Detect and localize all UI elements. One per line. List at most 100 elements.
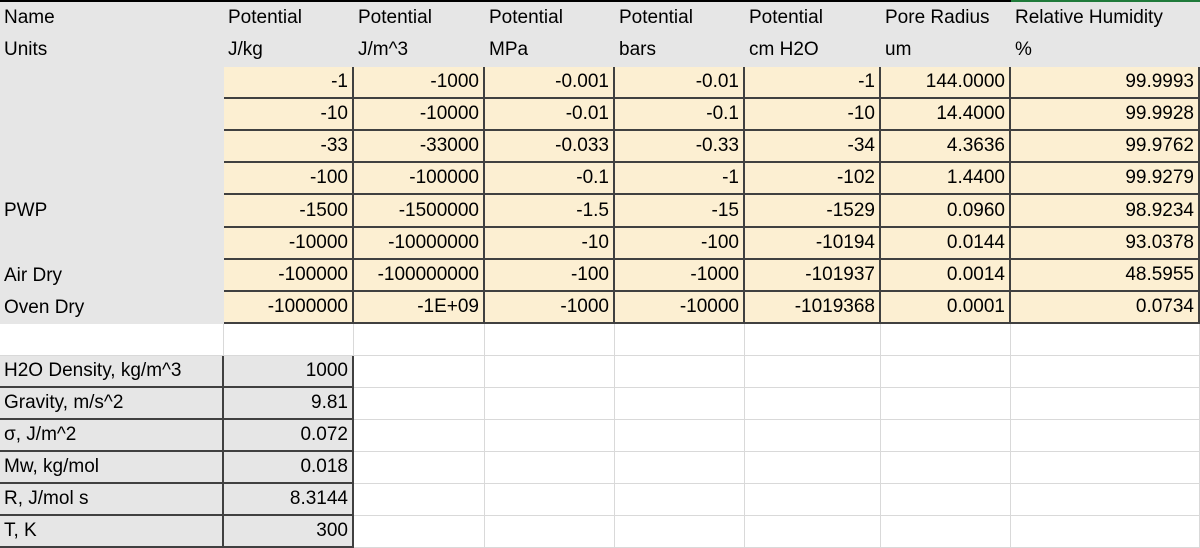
header-cell[interactable]: Name [0, 2, 224, 34]
units-cell[interactable]: J/m^3 [354, 34, 485, 67]
value-cell[interactable]: -33000 [354, 131, 485, 163]
row-label[interactable] [0, 99, 224, 131]
value-cell[interactable]: -34 [745, 131, 881, 163]
value-cell[interactable]: -100000 [354, 163, 485, 195]
empty-cell[interactable] [615, 516, 745, 548]
param-label[interactable]: Mw, kg/mol [0, 452, 224, 484]
value-cell[interactable]: -0.01 [615, 67, 745, 99]
empty-cell[interactable] [615, 484, 745, 516]
units-cell[interactable]: MPa [485, 34, 615, 67]
empty-cell[interactable] [485, 452, 615, 484]
value-cell[interactable]: -1E+09 [354, 292, 485, 324]
header-cell[interactable]: Potential [224, 2, 354, 34]
empty-cell[interactable] [224, 324, 354, 356]
empty-cell[interactable] [745, 388, 881, 420]
value-cell[interactable]: 14.4000 [881, 99, 1011, 131]
value-cell[interactable]: -10000 [615, 292, 745, 324]
value-cell[interactable]: 144.0000 [881, 67, 1011, 99]
empty-cell[interactable] [1011, 388, 1200, 420]
empty-cell[interactable] [354, 388, 485, 420]
value-cell[interactable]: -0.1 [615, 99, 745, 131]
value-cell[interactable]: 99.9928 [1011, 99, 1200, 131]
value-cell[interactable]: -0.1 [485, 163, 615, 195]
empty-cell[interactable] [615, 452, 745, 484]
value-cell[interactable]: 48.5955 [1011, 260, 1200, 292]
value-cell[interactable]: -0.01 [485, 99, 615, 131]
value-cell[interactable]: -1500 [224, 195, 354, 228]
empty-cell[interactable] [485, 516, 615, 548]
value-cell[interactable]: -10000 [354, 99, 485, 131]
empty-cell[interactable] [1011, 356, 1200, 388]
units-cell[interactable]: Units [0, 34, 224, 67]
value-cell[interactable]: -10 [485, 228, 615, 260]
header-cell[interactable]: Potential [615, 2, 745, 34]
empty-cell[interactable] [881, 356, 1011, 388]
empty-cell[interactable] [485, 420, 615, 452]
value-cell[interactable]: -1019368 [745, 292, 881, 324]
value-cell[interactable]: 1.4400 [881, 163, 1011, 195]
units-cell[interactable]: J/kg [224, 34, 354, 67]
empty-cell[interactable] [485, 388, 615, 420]
empty-cell[interactable] [354, 420, 485, 452]
empty-cell[interactable] [485, 484, 615, 516]
value-cell[interactable]: -0.001 [485, 67, 615, 99]
param-value[interactable]: 0.018 [224, 452, 354, 484]
value-cell[interactable]: -100000 [224, 260, 354, 292]
empty-cell[interactable] [1011, 452, 1200, 484]
empty-cell[interactable] [881, 388, 1011, 420]
param-value[interactable]: 300 [224, 516, 354, 548]
empty-cell[interactable] [745, 516, 881, 548]
empty-cell[interactable] [1011, 516, 1200, 548]
empty-cell[interactable] [615, 356, 745, 388]
header-cell[interactable]: Pore Radius [881, 2, 1011, 34]
param-label[interactable]: Gravity, m/s^2 [0, 388, 224, 420]
value-cell[interactable]: 0.0001 [881, 292, 1011, 324]
empty-cell[interactable] [0, 324, 224, 356]
header-cell[interactable]: Potential [485, 2, 615, 34]
empty-cell[interactable] [745, 484, 881, 516]
value-cell[interactable]: 99.9993 [1011, 67, 1200, 99]
empty-cell[interactable] [1011, 484, 1200, 516]
value-cell[interactable]: 99.9762 [1011, 131, 1200, 163]
param-value[interactable]: 1000 [224, 356, 354, 388]
value-cell[interactable]: -1 [224, 67, 354, 99]
empty-cell[interactable] [615, 324, 745, 356]
row-label[interactable] [0, 163, 224, 195]
units-cell[interactable]: cm H2O [745, 34, 881, 67]
row-label[interactable]: Oven Dry [0, 292, 224, 324]
value-cell[interactable]: -1000000 [224, 292, 354, 324]
value-cell[interactable]: -1500000 [354, 195, 485, 228]
empty-cell[interactable] [485, 324, 615, 356]
row-label[interactable] [0, 67, 224, 99]
value-cell[interactable]: -102 [745, 163, 881, 195]
value-cell[interactable]: -0.33 [615, 131, 745, 163]
row-label[interactable]: Air Dry [0, 260, 224, 292]
value-cell[interactable]: -10000 [224, 228, 354, 260]
value-cell[interactable]: -10000000 [354, 228, 485, 260]
units-cell[interactable]: um [881, 34, 1011, 67]
empty-cell[interactable] [881, 324, 1011, 356]
param-value[interactable]: 9.81 [224, 388, 354, 420]
value-cell[interactable]: -1529 [745, 195, 881, 228]
empty-cell[interactable] [354, 484, 485, 516]
header-cell[interactable]: Potential [354, 2, 485, 34]
value-cell[interactable]: -100000000 [354, 260, 485, 292]
empty-cell[interactable] [745, 324, 881, 356]
value-cell[interactable]: 0.0144 [881, 228, 1011, 260]
row-label[interactable] [0, 228, 224, 260]
value-cell[interactable]: 0.0014 [881, 260, 1011, 292]
value-cell[interactable]: -10 [224, 99, 354, 131]
value-cell[interactable]: -10 [745, 99, 881, 131]
value-cell[interactable]: -10194 [745, 228, 881, 260]
value-cell[interactable]: -100 [224, 163, 354, 195]
units-cell[interactable]: bars [615, 34, 745, 67]
value-cell[interactable]: -0.033 [485, 131, 615, 163]
empty-cell[interactable] [745, 452, 881, 484]
value-cell[interactable]: -100 [615, 228, 745, 260]
value-cell[interactable]: -1000 [485, 292, 615, 324]
value-cell[interactable]: -1000 [615, 260, 745, 292]
value-cell[interactable]: 93.0378 [1011, 228, 1200, 260]
value-cell[interactable]: 98.9234 [1011, 195, 1200, 228]
empty-cell[interactable] [354, 324, 485, 356]
empty-cell[interactable] [1011, 420, 1200, 452]
